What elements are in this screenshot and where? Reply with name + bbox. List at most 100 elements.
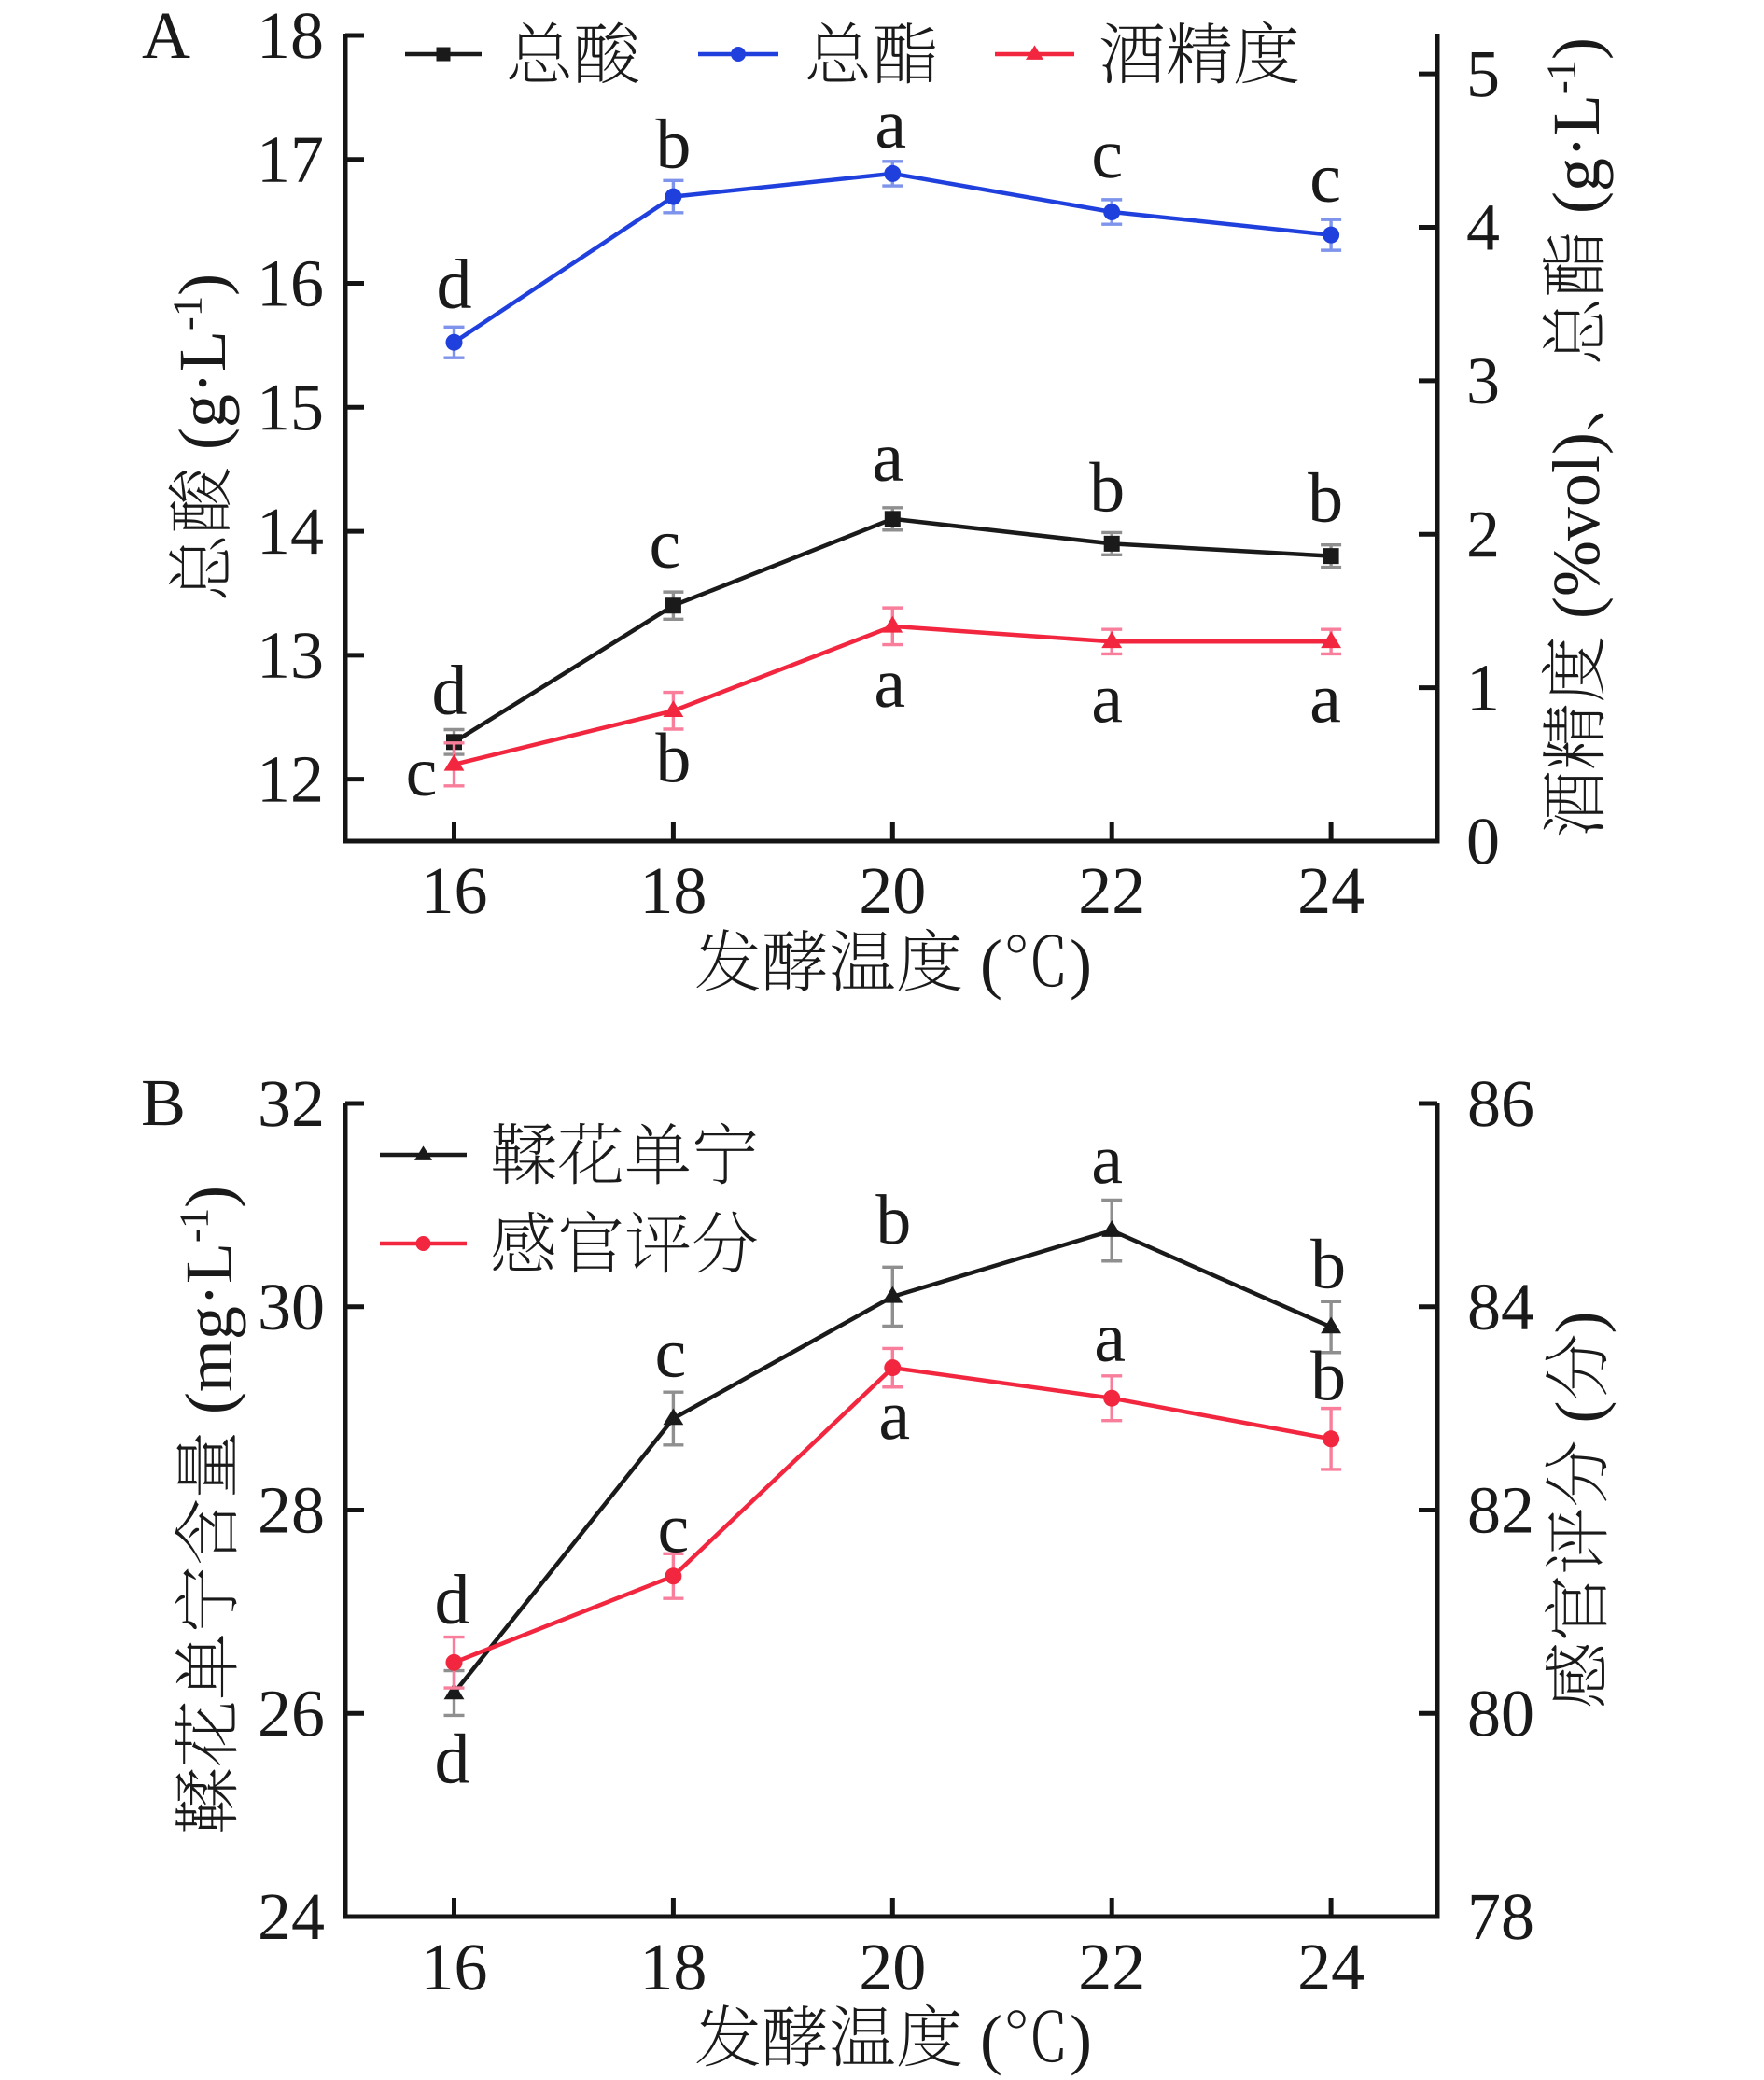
glyph	[293, 1284, 323, 1330]
glyph	[260, 1285, 289, 1330]
left-tick-label	[262, 756, 321, 802]
glyph	[426, 868, 451, 913]
glyph	[187, 1246, 231, 1283]
glyph	[180, 1210, 208, 1226]
data-point-triangle	[443, 1682, 465, 1700]
series-line	[453, 171, 1332, 344]
glyph	[294, 1691, 323, 1737]
glyph	[1543, 705, 1604, 768]
glyph	[1093, 1149, 1122, 1184]
sig-letter	[881, 1405, 910, 1440]
glyph	[1504, 1081, 1533, 1127]
right-tick-label	[1470, 51, 1498, 97]
glyph	[493, 1123, 555, 1185]
right-axis-title	[1545, 1314, 1617, 1707]
glyph	[175, 1500, 237, 1564]
glyph	[696, 929, 759, 991]
glyph	[185, 1394, 246, 1412]
glyph	[763, 2005, 826, 2067]
glyph	[1545, 1441, 1607, 1506]
glyph	[1552, 435, 1614, 453]
data-point-square	[884, 511, 901, 527]
glyph	[456, 868, 486, 914]
glyph	[881, 1405, 910, 1440]
glyph	[408, 762, 435, 796]
x-axis-title	[696, 2003, 1089, 2076]
glyph	[437, 1733, 469, 1784]
sig-letter	[1310, 1350, 1344, 1401]
legend-item	[698, 21, 935, 84]
x-tick-label	[1300, 1945, 1364, 1989]
glyph	[175, 1635, 237, 1698]
glyph	[831, 930, 894, 991]
data-point-circle	[1103, 1389, 1121, 1407]
glyph	[262, 137, 287, 182]
glyph	[180, 334, 225, 371]
legend-label	[1100, 21, 1298, 84]
glyph	[1554, 542, 1600, 595]
data-point-triangle	[882, 1286, 903, 1303]
sig-letter	[1308, 471, 1341, 523]
series-line	[453, 624, 1332, 766]
sig-letter	[1310, 1238, 1344, 1289]
data-point-triangle	[1321, 631, 1342, 649]
glyph	[696, 2004, 759, 2067]
x-tick-label	[426, 868, 486, 914]
left-tick-label	[260, 1284, 323, 1330]
glyph	[1502, 1285, 1533, 1329]
glyph	[426, 1945, 451, 1989]
glyph	[1096, 1328, 1125, 1362]
glyph	[175, 1568, 237, 1630]
glyph	[294, 1081, 322, 1126]
glyph	[1554, 98, 1599, 134]
glyph	[1469, 512, 1497, 557]
glyph	[1469, 1081, 1499, 1127]
glyph	[1168, 22, 1231, 84]
glyph	[1071, 2015, 1089, 2076]
glyph	[262, 757, 287, 802]
glyph	[168, 538, 229, 598]
glyph	[168, 468, 231, 531]
x-tick-label	[426, 1945, 486, 1990]
glyph	[626, 1122, 690, 1185]
series-a-1	[439, 114, 1342, 359]
series-a-0	[434, 447, 1342, 756]
sig-letter	[439, 258, 471, 309]
glyph	[1567, 475, 1600, 505]
glyph	[262, 509, 287, 555]
panel-label	[143, 1080, 183, 1126]
legend-label	[509, 21, 639, 84]
left-tick-label	[262, 385, 322, 431]
glyph	[1469, 1284, 1499, 1330]
glyph	[260, 1487, 288, 1533]
glyph	[174, 298, 202, 314]
glyph	[291, 509, 323, 555]
glyph	[175, 1703, 237, 1766]
glyph	[509, 21, 569, 82]
legend-label	[807, 21, 935, 84]
glyph	[175, 1769, 237, 1833]
glyph	[176, 1434, 235, 1496]
glyph	[645, 1945, 670, 1989]
series-b-1	[437, 1328, 1344, 1690]
glyph	[1332, 1945, 1364, 1989]
legend-a	[405, 21, 1298, 84]
legend-b	[380, 1122, 757, 1273]
glyph	[1300, 868, 1328, 913]
glyph	[875, 22, 935, 84]
glyph	[260, 1691, 288, 1736]
glyph	[576, 21, 639, 84]
glyph	[178, 276, 240, 294]
glyph	[1541, 638, 1604, 701]
glyph	[875, 1194, 909, 1244]
glyph	[1310, 1350, 1344, 1401]
glyph	[1552, 40, 1614, 58]
glyph	[1093, 688, 1122, 724]
glyph	[1587, 413, 1604, 430]
glyph	[294, 137, 322, 182]
glyph	[807, 21, 868, 82]
glyph	[983, 2015, 1001, 2076]
sig-letter	[434, 665, 467, 715]
glyph	[1543, 772, 1604, 836]
